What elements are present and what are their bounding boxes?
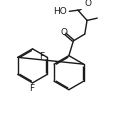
Text: O: O [84, 0, 91, 8]
Text: O: O [60, 28, 67, 37]
Text: F: F [28, 84, 34, 92]
Text: HO: HO [53, 7, 66, 16]
Text: F: F [39, 52, 44, 61]
